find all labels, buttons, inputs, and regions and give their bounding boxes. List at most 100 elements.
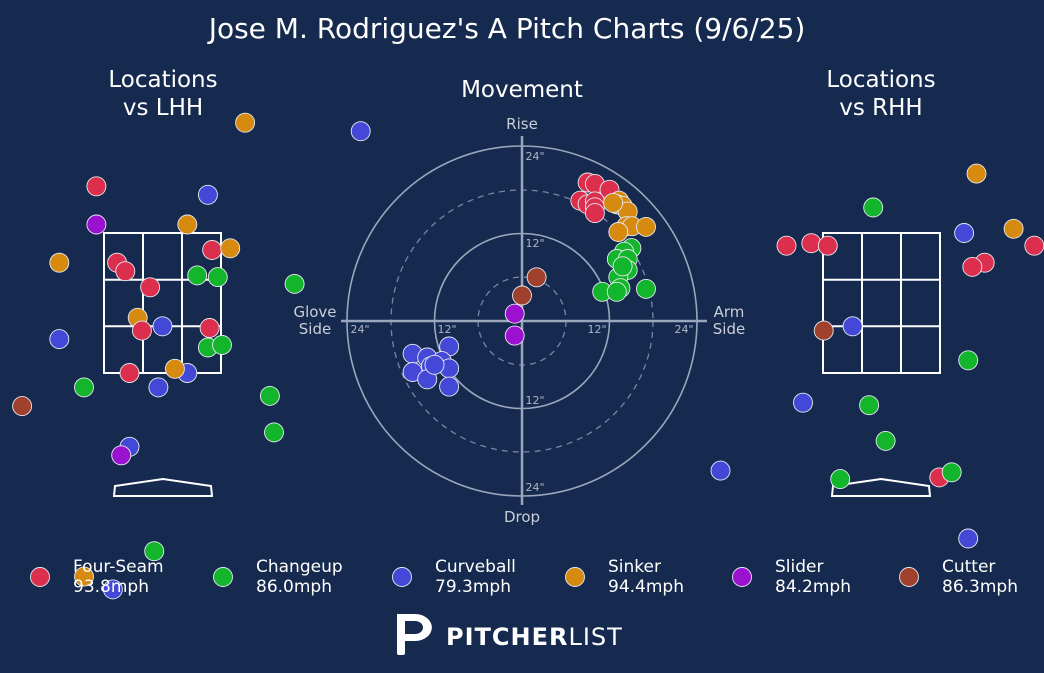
legend-speed-slider: 84.2mph — [775, 577, 851, 597]
rhh-pitch-15 — [859, 395, 880, 416]
movement-pitch-30 — [512, 285, 532, 306]
legend-marker-curveball — [392, 567, 412, 587]
ring-label-right-12: 12" — [587, 323, 606, 336]
ring-label-left-12: 12" — [437, 323, 456, 336]
lhh-pitch-14 — [284, 273, 305, 294]
rhh-pitch-12 — [813, 320, 834, 341]
rhh-pitch-7 — [817, 235, 838, 256]
legend-label-changeup: Changeup — [256, 557, 343, 577]
lhh-pitch-12 — [187, 265, 208, 286]
lhh-pitch-7 — [202, 240, 223, 260]
movement-panel: Movement Rise Drop Glove Side Arm Side 2… — [293, 77, 745, 526]
lhh-pitch-35 — [102, 579, 123, 600]
legend-marker-cutter — [899, 567, 919, 587]
lhh-pitch-5 — [86, 214, 107, 235]
movement-pitch-25 — [636, 278, 656, 299]
rhh-pitch-3 — [954, 223, 975, 243]
rhh-home-plate — [830, 477, 932, 497]
rhh-pitch-20 — [941, 462, 962, 483]
axis-arm-label-line2: Side — [713, 320, 745, 338]
legend-speed-cutter: 86.3mph — [942, 577, 1018, 597]
axis-arm-label-line1: Arm — [714, 303, 745, 321]
movement-points — [402, 172, 656, 397]
movement-pitch-32 — [504, 325, 525, 346]
legend-label-sinker: Sinker — [608, 557, 661, 577]
movement-pitch-27 — [606, 281, 627, 302]
rhh-pitch-13 — [958, 350, 979, 371]
lhh-pitch-33 — [144, 541, 165, 562]
lhh-pitch-30 — [264, 422, 284, 443]
rhh-points — [710, 163, 1044, 549]
logo-bold-text: PITCHER — [446, 623, 568, 651]
lhh-pitch-17 — [131, 320, 152, 341]
lhh-pitch-18 — [152, 316, 173, 337]
lhh-panel: Locations vs LHH — [12, 67, 371, 600]
lhh-pitch-26 — [74, 377, 94, 398]
lhh-pitch-9 — [49, 252, 70, 273]
rhh-pitch-5 — [776, 235, 797, 256]
rhh-pitch-4 — [1003, 218, 1024, 239]
lhh-home-plate — [112, 477, 214, 497]
movement-pitch-16 — [636, 216, 656, 237]
rhh-strike-zone — [822, 232, 941, 374]
legend-label-curveball: Curveball — [435, 557, 516, 577]
legend-marker-four-seam — [30, 567, 50, 587]
ring-label-top-24: 24" — [525, 150, 544, 163]
lhh-pitch-25 — [164, 358, 185, 379]
legend-speed-sinker: 94.4mph — [608, 577, 684, 597]
lhh-pitch-11 — [115, 261, 136, 282]
lhh-pitch-19 — [199, 318, 220, 338]
movement-pitch-13 — [603, 192, 624, 213]
lhh-pitch-6 — [177, 214, 198, 235]
lhh-pitch-2 — [350, 121, 371, 142]
movement-pitch-28 — [612, 256, 633, 277]
lhh-pitch-28 — [259, 385, 280, 406]
axis-drop-label: Drop — [504, 508, 540, 526]
rhh-panel: Locations vs RHH — [710, 67, 1044, 549]
rhh-pitch-14 — [793, 392, 813, 413]
rhh-pitch-10 — [1024, 235, 1044, 256]
lhh-pitch-13 — [207, 267, 228, 288]
lhh-title-line1: Locations — [108, 67, 217, 93]
movement-title: Movement — [461, 77, 583, 103]
legend-label-cutter: Cutter — [942, 557, 995, 577]
logo-light-text: LIST — [568, 623, 622, 651]
rhh-pitch-1 — [966, 163, 987, 184]
ring-label-right-24: 24" — [674, 323, 693, 336]
axis-rise-label: Rise — [506, 115, 538, 133]
movement-pitch-41 — [439, 376, 460, 397]
rhh-pitch-17 — [710, 460, 731, 481]
lhh-pitch-27 — [148, 377, 169, 398]
lhh-pitch-32 — [111, 445, 132, 466]
rhh-pitch-18 — [830, 469, 851, 490]
ring-label-bottom-12: 12" — [525, 394, 544, 407]
movement-axes — [341, 136, 707, 505]
ring-label-top-12: 12" — [525, 237, 544, 250]
movement-pitch-31 — [504, 303, 525, 324]
movement-pitch-17 — [608, 222, 629, 242]
legend-marker-slider — [732, 567, 752, 587]
logo-wordmark: PITCHERLIST — [446, 623, 623, 651]
legend-speed-changeup: 86.0mph — [256, 577, 332, 597]
lhh-pitch-22 — [49, 329, 70, 350]
legend-marker-sinker — [565, 567, 585, 587]
axis-glove-label-line1: Glove — [293, 303, 336, 321]
lhh-title-line2: vs LHH — [123, 95, 203, 121]
lhh-pitch-34 — [74, 566, 94, 587]
pitcherlist-logo: PITCHERLIST — [397, 614, 623, 655]
legend-speed-four-seam: 93.8mph — [73, 577, 149, 597]
rhh-pitch-21 — [958, 528, 979, 549]
lhh-pitch-29 — [12, 396, 33, 417]
movement-pitch-8 — [584, 203, 605, 224]
lhh-pitch-21 — [212, 335, 232, 355]
lhh-pitch-15 — [140, 277, 161, 298]
rhh-pitch-11 — [842, 316, 863, 337]
rhh-title-line1: Locations — [826, 67, 935, 93]
ring-label-left-24: 24" — [350, 323, 369, 336]
legend-label-four-seam: Four-Seam — [73, 557, 164, 577]
legend-speed-curveball: 79.3mph — [435, 577, 511, 597]
lhh-points — [12, 112, 371, 600]
ring-label-bottom-24: 24" — [525, 481, 544, 494]
rhh-pitch-2 — [863, 197, 884, 218]
